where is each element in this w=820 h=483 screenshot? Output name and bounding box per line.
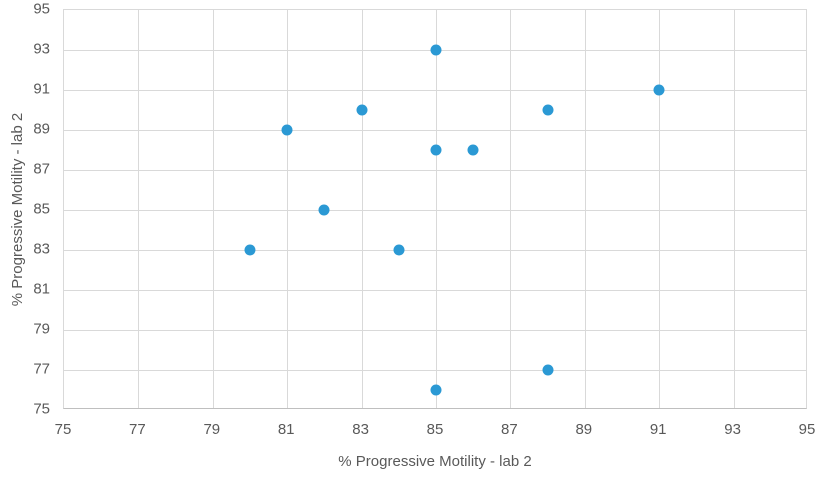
horizontal-gridline <box>64 330 806 331</box>
horizontal-gridline <box>64 130 806 131</box>
x-tick-label: 85 <box>426 421 444 438</box>
data-point <box>281 124 293 136</box>
x-tick-label: 75 <box>54 421 72 438</box>
horizontal-gridline <box>64 290 806 291</box>
y-tick-label: 85 <box>33 200 50 218</box>
vertical-gridline <box>584 10 586 408</box>
data-point <box>430 144 442 156</box>
data-point <box>653 84 665 96</box>
x-tick-label: 89 <box>575 421 593 438</box>
data-point <box>542 104 554 116</box>
vertical-gridline <box>510 10 512 408</box>
plot-area <box>63 9 807 409</box>
data-point <box>318 204 330 216</box>
y-tick-label: 93 <box>33 40 50 58</box>
data-point <box>542 364 554 376</box>
horizontal-gridline <box>64 250 806 251</box>
x-tick-label: 77 <box>129 421 146 438</box>
y-tick-label: 89 <box>33 120 50 138</box>
data-point <box>430 44 442 56</box>
vertical-gridline <box>733 10 735 408</box>
y-tick-label: 77 <box>33 360 50 378</box>
y-tick-label: 79 <box>33 320 50 338</box>
horizontal-gridline <box>64 170 806 171</box>
data-point <box>356 104 368 116</box>
x-tick-label: 87 <box>501 421 518 438</box>
data-point <box>467 144 479 156</box>
y-tick-label: 81 <box>33 280 50 298</box>
vertical-gridline <box>436 10 437 408</box>
y-tick-label: 87 <box>33 160 50 178</box>
x-tick-label: 91 <box>649 421 667 438</box>
y-tick-label: 83 <box>33 240 50 258</box>
horizontal-gridline <box>64 90 806 91</box>
horizontal-gridline <box>64 370 806 371</box>
data-point <box>393 244 405 256</box>
vertical-gridline <box>361 10 363 408</box>
horizontal-gridline <box>64 210 806 211</box>
x-tick-label: 93 <box>724 421 741 438</box>
x-axis-title: % Progressive Motility - lab 2 <box>338 453 532 470</box>
x-tick-label: 79 <box>203 421 221 438</box>
y-tick-label: 95 <box>33 0 50 18</box>
y-tick-label: 91 <box>33 80 50 98</box>
y-tick-label: 75 <box>33 400 50 418</box>
vertical-gridline <box>287 10 289 408</box>
data-point <box>430 384 442 396</box>
data-point <box>244 244 256 256</box>
x-tick-label: 95 <box>798 421 816 438</box>
vertical-gridline <box>212 10 214 408</box>
vertical-gridline <box>659 10 661 408</box>
vertical-gridline <box>138 10 140 408</box>
x-tick-label: 83 <box>352 421 369 438</box>
x-tick-label: 81 <box>277 421 295 438</box>
